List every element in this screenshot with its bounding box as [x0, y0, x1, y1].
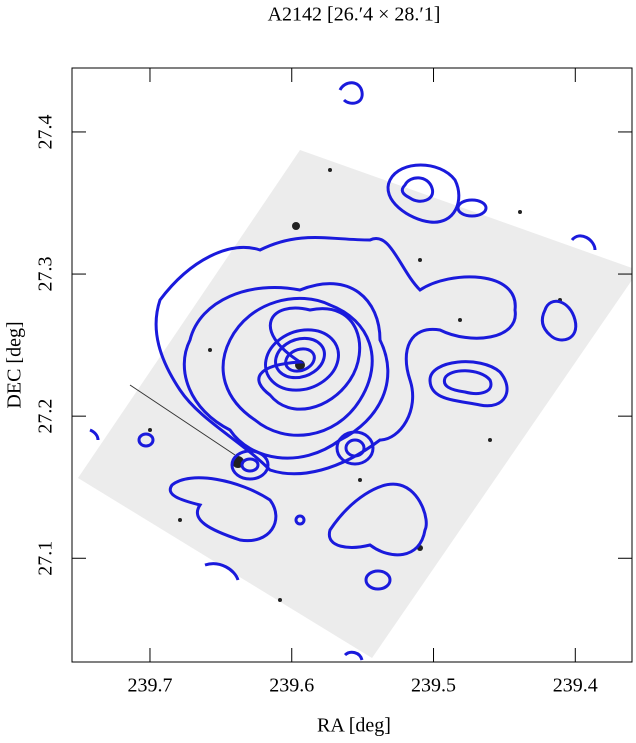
y-tick-label: 27.3 — [35, 257, 57, 292]
x-tick-label: 239.4 — [553, 675, 598, 697]
x-tick-label: 239.5 — [411, 675, 456, 697]
chart-title: A2142 [26.′4 × 28.′1] — [268, 4, 441, 26]
y-tick-label: 27.4 — [35, 114, 57, 149]
x-tick-label: 239.6 — [269, 675, 314, 697]
contours — [89, 81, 597, 661]
x-axis-label: RA [deg] — [317, 715, 391, 737]
y-axis-label: DEC [deg] — [4, 321, 26, 408]
sky-image — [78, 150, 632, 658]
x-tick-label: 239.7 — [127, 675, 172, 697]
plot-frame — [71, 67, 633, 663]
y-tick-label: 27.1 — [35, 541, 57, 576]
y-tick-label: 27.2 — [35, 399, 57, 434]
